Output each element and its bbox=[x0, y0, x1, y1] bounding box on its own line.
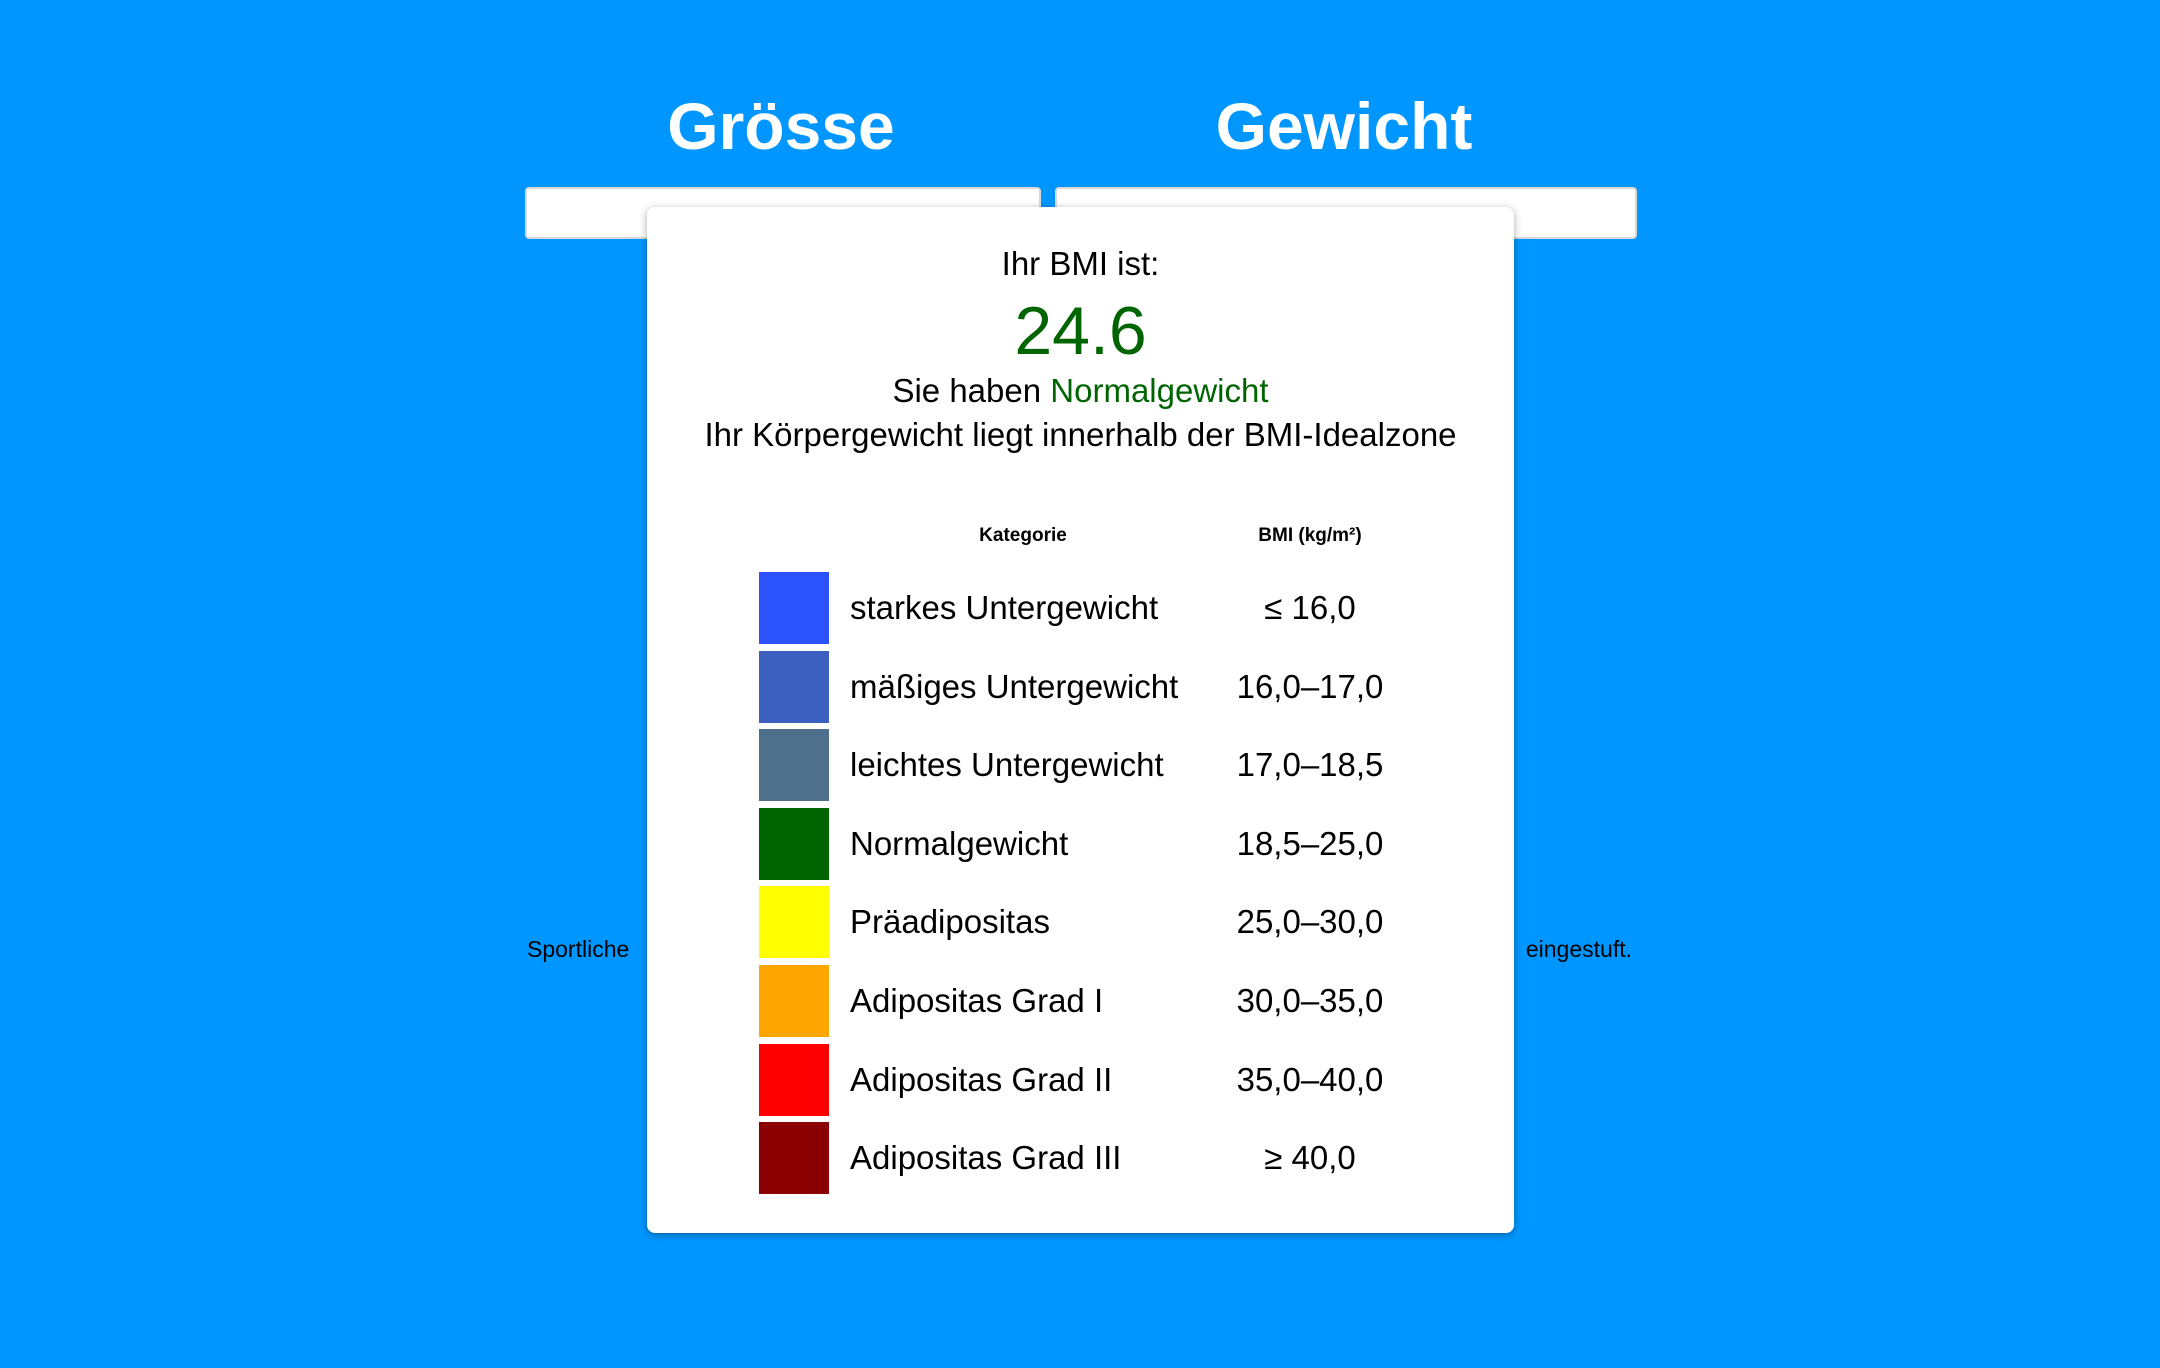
category: Adipositas Grad I bbox=[850, 982, 1104, 1019]
table-header: BMI (kg/m²) bbox=[1258, 525, 1362, 546]
category: starkes Untergewicht bbox=[850, 589, 1159, 626]
verdict-prefix: Sie haben bbox=[892, 372, 1042, 409]
color-swatch bbox=[759, 572, 829, 644]
color-swatch bbox=[759, 965, 829, 1037]
color-swatch bbox=[759, 886, 829, 959]
result-popup: Ihr BMI ist: 24.6 Sie haben Normalgewich… bbox=[647, 207, 1514, 1233]
color-swatch bbox=[759, 807, 829, 880]
category: Präadipositas bbox=[850, 903, 1050, 941]
bmi-range: 16,0–17,0 bbox=[1236, 667, 1384, 705]
category: mäßiges Untergewicht bbox=[850, 667, 1179, 705]
color-swatch bbox=[759, 1122, 829, 1195]
bmi-range: 35,0–40,0 bbox=[1236, 1060, 1384, 1098]
color-swatch bbox=[759, 650, 829, 723]
weight-label: Gewicht bbox=[1215, 89, 1473, 163]
category: Adipositas Grad III bbox=[850, 1139, 1122, 1177]
bmi-range: 30,0–35,0 bbox=[1236, 982, 1384, 1019]
bmi-range: 25,0–30,0 bbox=[1236, 903, 1384, 941]
bmi-range: 17,0–18,5 bbox=[1236, 746, 1384, 784]
category: Normalgewicht bbox=[850, 824, 1069, 862]
bmi-range: ≥ 40,0 bbox=[1264, 1139, 1356, 1177]
category: Adipositas Grad II bbox=[850, 1060, 1113, 1098]
color-swatch bbox=[759, 1043, 829, 1116]
bmi-range: ≤ 16,0 bbox=[1264, 589, 1356, 626]
result-message: Ihr Körpergewicht liegt innerhalb der BM… bbox=[704, 416, 1457, 453]
verdict-line: Sie haben Normalgewicht bbox=[647, 372, 1514, 410]
note-end: eingestuft. bbox=[1525, 936, 1632, 962]
result-intro: Ihr BMI ist: bbox=[1001, 245, 1160, 282]
verdict: Normalgewicht bbox=[1050, 372, 1269, 409]
note-start: Sportliche bbox=[527, 936, 630, 962]
height-label: Grösse bbox=[667, 89, 895, 163]
category: leichtes Untergewicht bbox=[850, 746, 1164, 784]
table-header: Kategorie bbox=[979, 525, 1067, 546]
color-swatch bbox=[759, 729, 829, 802]
bmi-value: 24.6 bbox=[1014, 293, 1147, 369]
bmi-range: 18,5–25,0 bbox=[1236, 824, 1384, 862]
